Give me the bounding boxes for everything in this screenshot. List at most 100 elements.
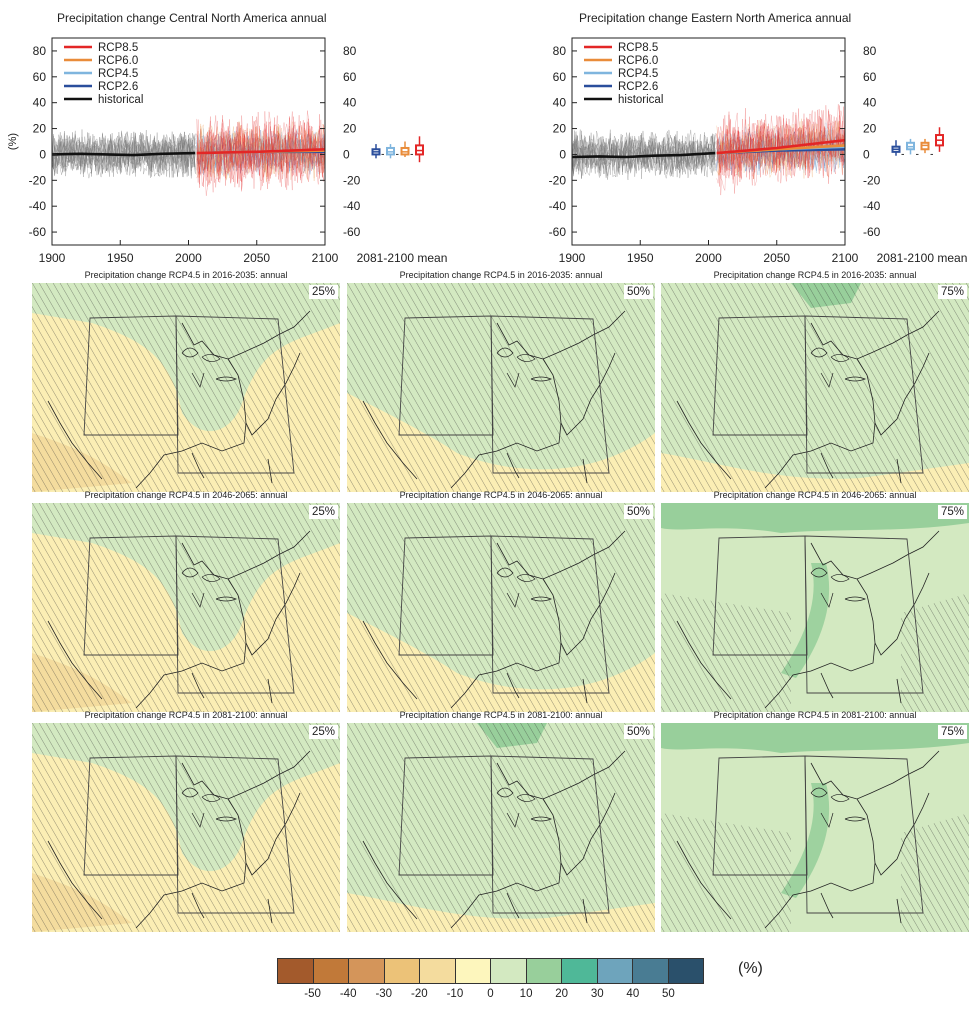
scenario-member-line-RCP6.0 (196, 121, 326, 178)
map-wetter-band (781, 563, 830, 678)
scenario-member-line-RCP8.5 (716, 105, 846, 191)
x-tick-label: 2050 (243, 251, 270, 265)
map-svg (347, 283, 655, 492)
y-tick-label: 40 (33, 96, 47, 110)
map-lakes (810, 567, 866, 608)
map-panel-title: Precipitation change RCP4.5 in 2046-2065… (84, 490, 288, 500)
y-tick-label-right: -20 (343, 173, 361, 187)
y-tick-label: 20 (553, 122, 567, 136)
y-tick-label-right: 20 (863, 122, 877, 136)
colorbar-cell (313, 959, 349, 983)
colorbar-tick-label: -50 (304, 988, 321, 1000)
map-hatching (32, 723, 340, 932)
scenario-member-line-RCP2.6 (196, 133, 326, 173)
legend-label: RCP8.5 (618, 42, 658, 54)
y-tick-label: 80 (553, 44, 567, 58)
map-coastline (676, 530, 940, 709)
colorbar-cell (633, 959, 669, 983)
map-coastline (676, 750, 940, 929)
map-panel-7: 25% (32, 723, 340, 932)
map-lakes (181, 787, 237, 828)
map-panel-6: 75% (661, 503, 969, 712)
y-tick-label-right: -60 (343, 225, 361, 239)
historical-member-line (51, 132, 196, 177)
scenario-member-line-RCP8.5 (716, 108, 846, 194)
map-svg (32, 503, 340, 712)
map-region-eastern (490, 315, 610, 474)
percentile-label: 25% (308, 285, 338, 299)
legend-label: RCP6.0 (98, 55, 138, 67)
map-region-eastern (804, 535, 924, 694)
map-panel-title: Precipitation change RCP4.5 in 2081-2100… (713, 710, 917, 720)
map-panel-3: 75% (661, 283, 969, 492)
percentile-label: 50% (623, 505, 653, 519)
colorbar-tick-label: 40 (626, 988, 640, 1000)
boxplot-label: 2081-2100 mean (357, 251, 448, 265)
map-panel-9: 75% (661, 723, 969, 932)
colorbar-tick-label: 20 (555, 988, 569, 1000)
colorbar-tick-label: 0 (487, 988, 494, 1000)
map-lakes (181, 347, 237, 388)
x-tick-label: 2050 (763, 251, 790, 265)
scenario-member-line-RCP2.6 (196, 130, 326, 176)
colorbar-tick-label: -30 (375, 988, 393, 1000)
x-tick-label: 2000 (695, 251, 722, 265)
y-tick-label-right: -40 (343, 199, 361, 213)
map-region-central (712, 755, 808, 876)
percentile-label: 50% (623, 285, 653, 299)
map-region-eastern (804, 755, 924, 914)
series-mean-line-historical (571, 151, 716, 159)
scenario-member-line-RCP8.5 (716, 106, 846, 196)
map-wetter-region (661, 503, 969, 533)
y-tick-label-right: 40 (343, 96, 357, 110)
colorbar-tick-label: 10 (519, 988, 533, 1000)
scenario-member-line-RCP6.0 (716, 123, 846, 179)
map-region-eastern (175, 535, 295, 694)
map-svg (661, 723, 969, 932)
series-mean-line-RCP8.5 (716, 138, 846, 155)
map-panel-title: Precipitation change RCP4.5 in 2081-2100… (399, 710, 603, 720)
map-lakes (810, 787, 866, 828)
map-lakes (181, 567, 237, 608)
map-hatching (661, 283, 969, 492)
map-svg (347, 503, 655, 712)
map-coastline (676, 310, 940, 489)
scenario-member-line-RCP4.5 (716, 126, 846, 175)
y-tick-label-right: -40 (863, 199, 881, 213)
map-lakes (496, 787, 552, 828)
y-tick-label: -20 (549, 173, 567, 187)
y-tick-label: 80 (33, 44, 47, 58)
map-region-central (398, 315, 494, 436)
map-lakes (810, 347, 866, 388)
y-axis-label: (%) (7, 133, 19, 150)
colorbar-cell (384, 959, 420, 983)
map-region-eastern (804, 315, 924, 474)
colorbar-cell (597, 959, 633, 983)
map-region-central (398, 535, 494, 656)
legend-label: RCP2.6 (618, 81, 658, 93)
y-tick-label-right: 60 (343, 70, 357, 84)
map-region-eastern (175, 755, 295, 914)
map-hatching (347, 283, 655, 492)
map-panel-title: Precipitation change RCP4.5 in 2046-2065… (713, 490, 917, 500)
y-tick-label-right: 80 (343, 44, 357, 58)
scenario-member-line-RCP2.6 (196, 130, 326, 175)
scenario-member-line-RCP8.5 (196, 111, 326, 192)
scenario-member-line-RCP6.0 (196, 125, 326, 178)
map-region-central (712, 535, 808, 656)
map-hatching (347, 503, 655, 712)
scenario-member-line-RCP4.5 (196, 131, 326, 174)
x-tick-label: 2000 (175, 251, 202, 265)
legend-label: historical (618, 94, 663, 106)
colorbar (277, 958, 704, 984)
colorbar-cell (278, 959, 314, 983)
map-panel-5: 50% (347, 503, 655, 712)
map-coastline (47, 750, 311, 929)
map-panel-title: Precipitation change RCP4.5 in 2081-2100… (84, 710, 288, 720)
map-lakes (496, 567, 552, 608)
percentile-label: 25% (308, 505, 338, 519)
historical-member-line (571, 132, 716, 178)
scenario-member-line-RCP4.5 (196, 129, 326, 174)
colorbar-cell (668, 959, 703, 983)
